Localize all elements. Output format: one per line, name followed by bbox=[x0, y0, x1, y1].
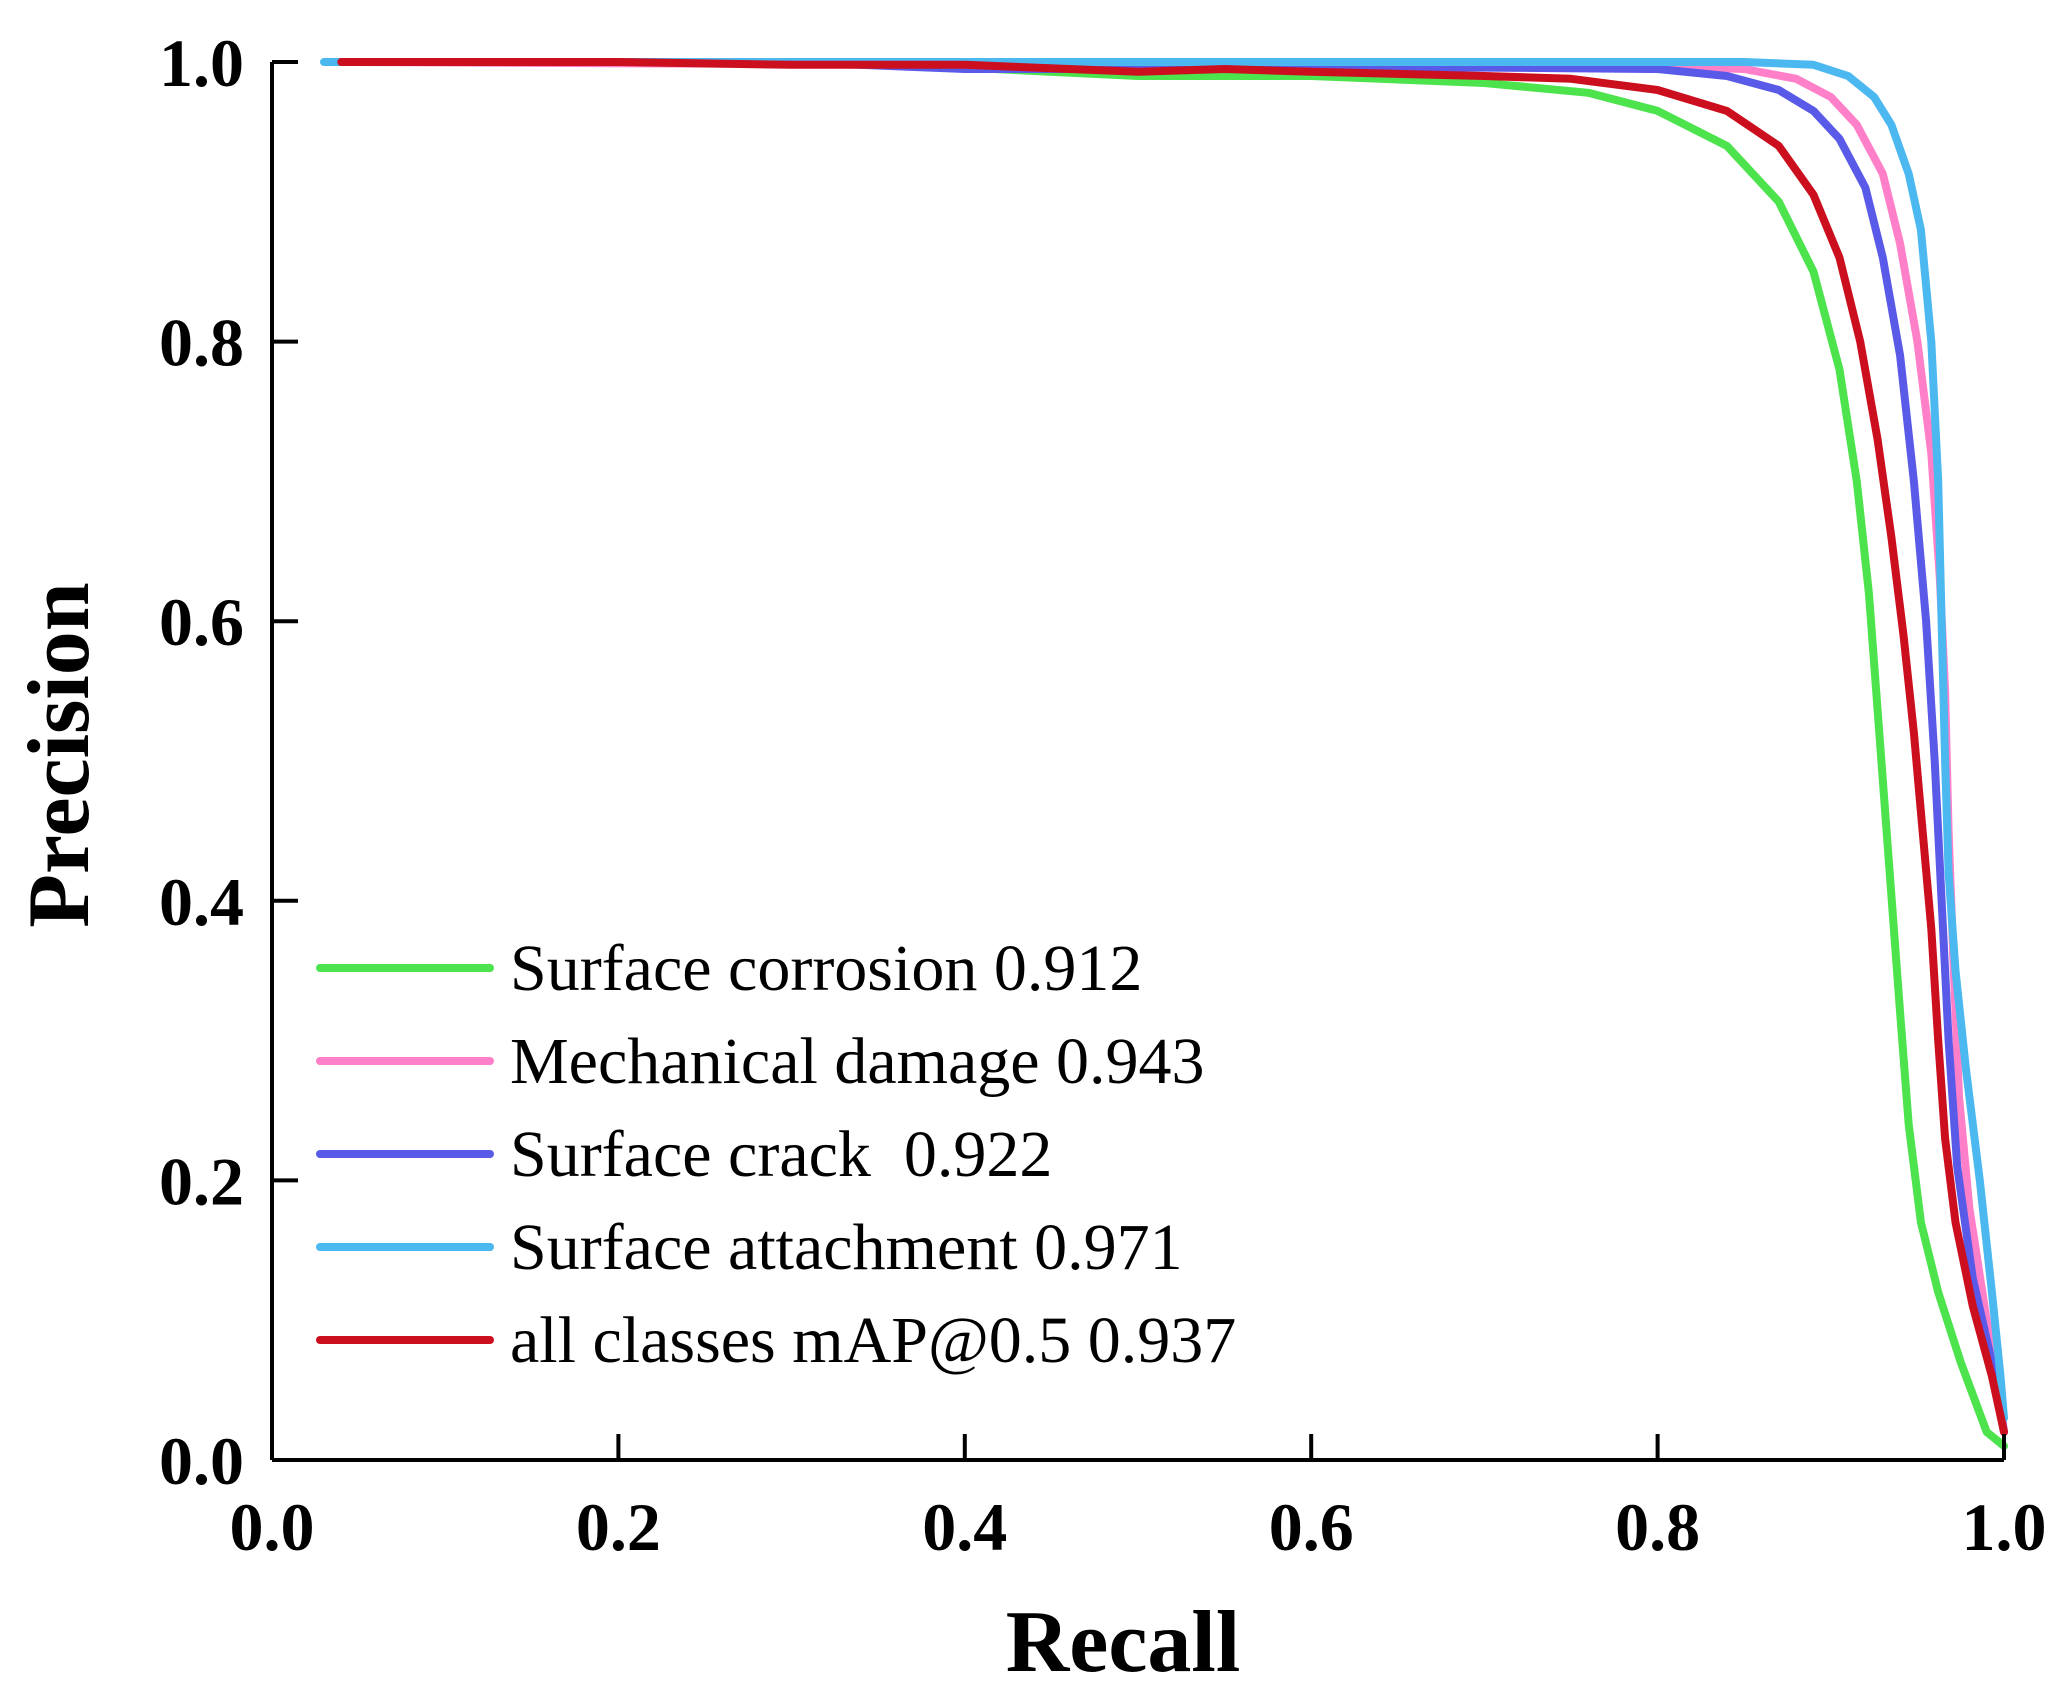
ticks-layer: 0.0 0.2 0.4 0.6 0.8 1.0 0.0 0.2 0.4 0.6 0.8 1.0 bbox=[159, 25, 2047, 1565]
curves-layer bbox=[320, 58, 2008, 1450]
y-tick-label: 0.8 bbox=[159, 305, 244, 381]
y-tick-label: 0.0 bbox=[159, 1423, 244, 1499]
x-tick-label: 0.8 bbox=[1615, 1489, 1700, 1565]
x-tick-label: 0.4 bbox=[922, 1489, 1007, 1565]
pr-curve-3 bbox=[320, 58, 2008, 1423]
legend-label-1: Mechanical damage 0.943 bbox=[510, 1025, 1205, 1098]
legend-label-0: Surface corrosion 0.912 bbox=[510, 932, 1142, 1005]
legend-label-4: all classes mAP@0.5 0.937 bbox=[510, 1304, 1236, 1377]
x-tick-label: 0.2 bbox=[576, 1489, 661, 1565]
axes-layer bbox=[270, 62, 2004, 1462]
y-axis-title: Precision bbox=[11, 582, 108, 927]
legend: Surface corrosion 0.912 Mechanical damage… bbox=[316, 932, 1236, 1377]
pr-curve-4 bbox=[337, 58, 2008, 1436]
legend-label-3: Surface attachment 0.971 bbox=[510, 1211, 1183, 1284]
y-tick-label: 0.4 bbox=[159, 864, 244, 940]
y-tick-label: 0.2 bbox=[159, 1143, 244, 1219]
y-tick-label: 0.6 bbox=[159, 584, 244, 660]
x-tick-label: 0.6 bbox=[1269, 1489, 1354, 1565]
legend-label-2: Surface crack 0.922 bbox=[510, 1118, 1052, 1191]
x-axis-title: Recall bbox=[1006, 1594, 1241, 1691]
pr-curve-1 bbox=[337, 58, 2008, 1436]
y-tick-label: 1.0 bbox=[159, 25, 244, 101]
x-tick-label: 0.0 bbox=[230, 1489, 315, 1565]
x-tick-label: 1.0 bbox=[1962, 1489, 2047, 1565]
